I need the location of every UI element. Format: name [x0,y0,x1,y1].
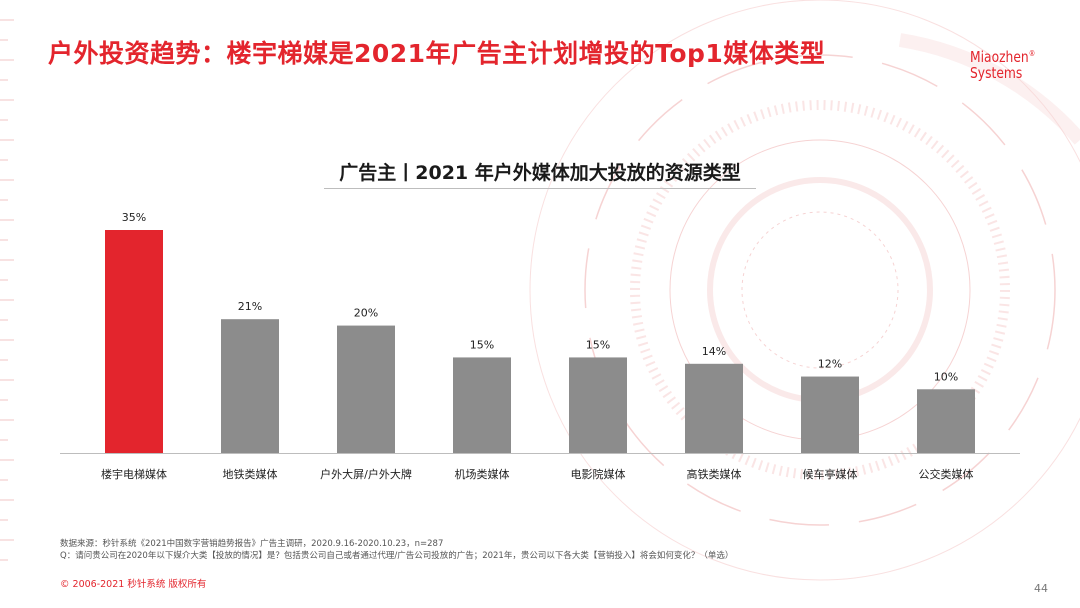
data-label: 21% [238,300,262,313]
logo-line-2: Systems [970,64,1023,82]
category-label: 电影院媒体 [571,467,626,481]
data-label: 20% [354,307,378,320]
data-label: 35% [122,211,146,224]
chart-title-underline [324,188,756,189]
footnote: 数据来源：秒针系统《2021中国数字营销趋势报告》广告主调研，2020.9.16… [60,538,733,562]
category-label: 楼宇电梯媒体 [101,467,167,481]
category-label: 户外大屏/户外大牌 [320,467,412,481]
category-label: 公交类媒体 [919,467,974,481]
bar [105,230,163,453]
logo-line-1: Miaozhen® [970,48,1036,66]
left-ruler-decoration [0,19,14,561]
bar [801,376,859,453]
page-title: 户外投资趋势：楼宇梯媒是2021年广告主计划增投的Top1媒体类型 [48,39,826,68]
data-label: 14% [702,345,726,358]
data-label: 15% [586,338,610,351]
chart-title: 广告主丨2021 年户外媒体加大投放的资源类型 [339,162,741,184]
bar [569,357,627,453]
bar [685,363,743,453]
bar [453,357,511,453]
bar [221,319,279,453]
brand-logo: Miaozhen® Systems [970,46,1036,82]
footnote-question: Q：请问贵公司在2020年以下媒介大类【投放的情况】是？包括贵公司自己或者通过代… [60,551,734,561]
data-label: 12% [818,358,842,371]
data-label: 10% [934,370,958,383]
bar [917,389,975,453]
data-label: 15% [470,338,494,351]
category-label: 候车亭媒体 [803,467,858,481]
category-label: 地铁类媒体 [223,467,278,481]
page-number: 44 [1034,582,1048,595]
bar [337,325,395,453]
footnote-source: 数据来源：秒针系统《2021中国数字营销趋势报告》广告主调研，2020.9.16… [60,539,444,549]
category-label: 机场类媒体 [455,467,510,481]
copyright: © 2006-2021 秒针系统 版权所有 [60,579,207,590]
category-label: 高铁类媒体 [687,467,742,481]
